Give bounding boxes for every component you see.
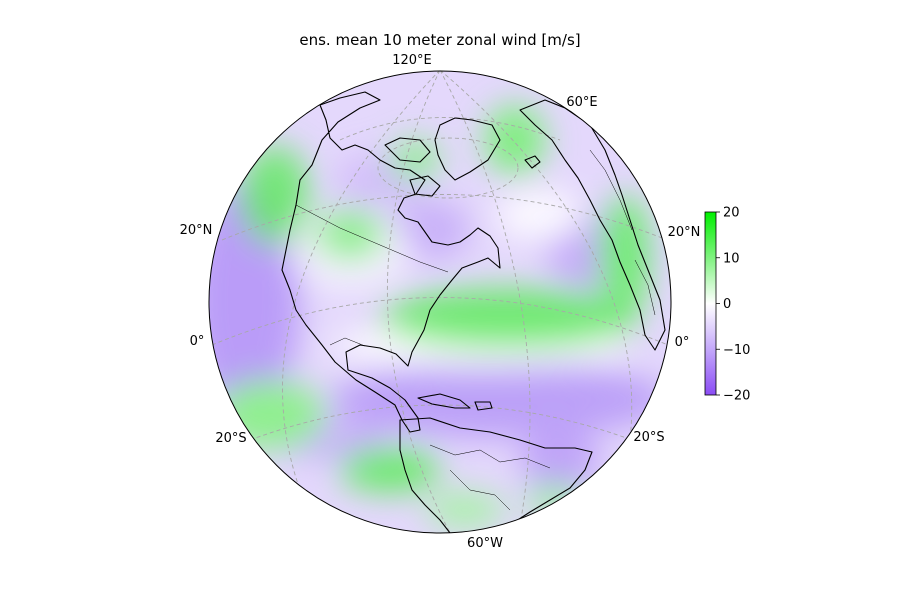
colorbar-tick-label: 10: [723, 251, 740, 266]
europe-coast: [519, 99, 666, 351]
colorbar-tick-label: 20: [723, 206, 740, 221]
colorbar-ticks: 20 10 0 −10 −20: [716, 206, 750, 404]
label-60e: 60°E: [566, 95, 597, 110]
label-20s-left: 20°S: [215, 431, 246, 446]
south-america-coast: [399, 417, 593, 533]
chart-title: ens. mean 10 meter zonal wind [m/s]: [299, 31, 580, 49]
label-20s-right: 20°S: [633, 430, 664, 445]
label-60w: 60°W: [467, 536, 503, 551]
arctic-islands: [384, 137, 441, 197]
colorbar-tick-label: −20: [723, 389, 750, 404]
label-0-left: 0°: [190, 334, 205, 349]
label-20n-right: 20°N: [668, 225, 701, 240]
north-america-coast: [281, 91, 501, 433]
globe-outline: [208, 70, 672, 534]
greenland-coast: [434, 117, 501, 181]
label-120e: 120°E: [392, 53, 432, 68]
colorbar-gradient: [704, 211, 717, 396]
colorbar-tick-label: 0: [723, 297, 731, 312]
label-20n-left: 20°N: [180, 223, 213, 238]
graticule: [211, 71, 669, 533]
coastlines: [281, 91, 666, 533]
label-0-right: 0°: [675, 335, 690, 350]
cuba-caribbean: [417, 393, 493, 411]
country-borders: [295, 149, 656, 511]
colorbar: 20 10 0 −10 −20: [704, 206, 750, 404]
globe: [209, 71, 671, 533]
iceland-coast: [524, 155, 541, 169]
colorbar-tick-label: −10: [723, 343, 750, 358]
